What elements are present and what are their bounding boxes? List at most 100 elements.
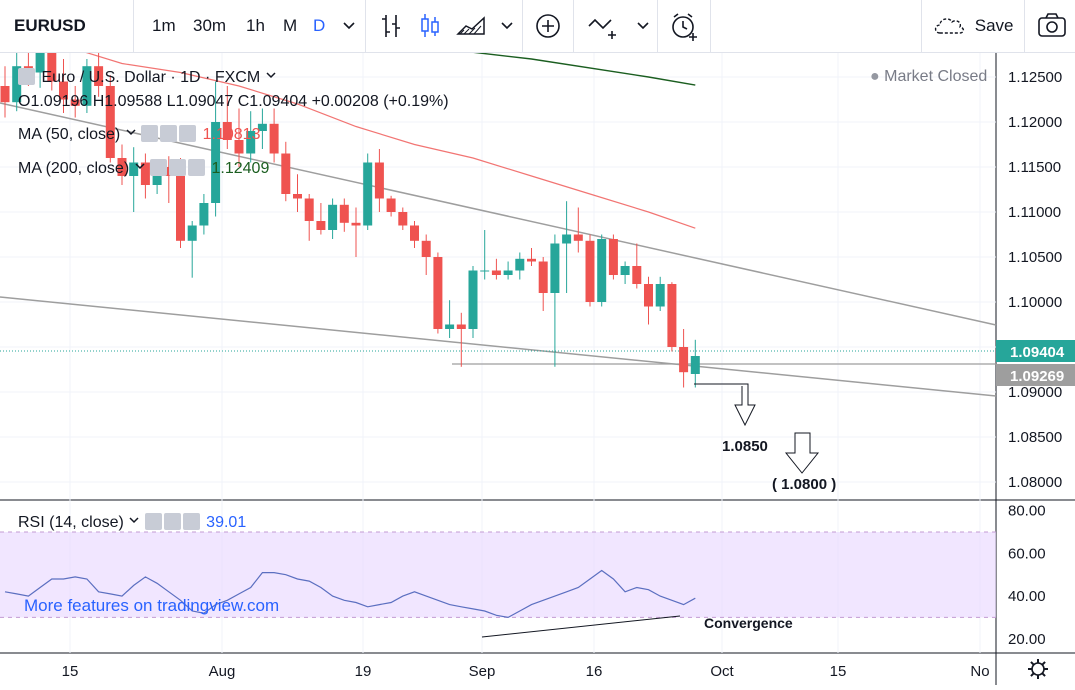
ohlc-values: O1.09196 H1.09588 L1.09047 C1.09404 +0.0… [18, 93, 449, 110]
candles-icon [421, 14, 439, 37]
chevron-down-icon[interactable] [134, 161, 146, 173]
price-tick-label: 1.10000 [1008, 294, 1062, 311]
candle-body [538, 261, 548, 293]
tradingview-link[interactable]: More features on tradingview.com [24, 596, 280, 615]
interval-1m[interactable]: 1m [152, 16, 176, 35]
chevron-down-icon[interactable] [125, 127, 137, 139]
candle-body [234, 140, 244, 154]
chevron-down-icon [501, 22, 513, 30]
ma200-value: 1.12409 [211, 160, 270, 177]
convergence-label: Convergence [704, 615, 793, 631]
chevron-down-icon[interactable] [128, 515, 140, 527]
price-tick-label: 1.09000 [1008, 384, 1062, 401]
ma50-label: MA (50, close) [18, 126, 121, 143]
candle-body [351, 222, 361, 226]
candle-body [597, 239, 607, 302]
toolbar-divider [573, 0, 574, 52]
candle-body [187, 225, 197, 241]
candle-body [374, 162, 384, 199]
chevron-down-icon [343, 22, 355, 30]
rsi-band [0, 532, 996, 618]
candle-body [679, 347, 689, 373]
candle-body [690, 356, 700, 374]
candle-body [47, 51, 57, 82]
close-icon[interactable] [188, 159, 206, 176]
rsi-tick-label: 60.00 [1008, 545, 1046, 562]
gear-icon[interactable] [1028, 659, 1048, 679]
ma50-value: 1.10813 [202, 126, 261, 143]
snapshot-button[interactable] [1037, 0, 1067, 52]
interval-dropdown[interactable] [342, 0, 356, 52]
candle-body [655, 284, 665, 307]
rsi-value: 39.01 [206, 514, 247, 531]
chart-style-dropdown[interactable] [500, 0, 514, 52]
price-tick-label: 1.08500 [1008, 429, 1062, 446]
price-chart[interactable]: 1.12500 1.12000 1.11500 1.11000 1.10500 1.100… [0, 31, 1075, 685]
ma50-line [4, 40, 696, 229]
close-icon[interactable] [179, 125, 197, 142]
chart-area[interactable]: 1.12500 1.12000 1.11500 1.11000 1.10500 1.100… [0, 31, 1075, 685]
bar-style-button[interactable] [380, 0, 402, 52]
candle-body [398, 212, 408, 226]
eye-icon[interactable] [144, 513, 162, 530]
candle-body [339, 204, 349, 223]
time-tick-label: Aug [209, 663, 236, 680]
chevron-down-icon[interactable] [265, 70, 277, 82]
candle-body [468, 270, 478, 329]
close-icon[interactable] [182, 513, 200, 530]
last-price-badge-text: 1.09404 [1010, 344, 1065, 361]
time-tick-label: Sep [469, 663, 496, 680]
convergence-line[interactable] [481, 615, 681, 638]
save-button[interactable]: Save [932, 0, 1013, 52]
rsi-tick-label: 20.00 [1008, 631, 1046, 648]
ma50-legend: MA (50, close) 1.10813 [18, 125, 260, 144]
alarm-clock-icon [672, 13, 697, 41]
eye-icon[interactable] [150, 159, 168, 176]
ma200-legend: MA (200, close) 1.12409 [18, 159, 269, 178]
candle-body [246, 131, 256, 154]
top-toolbar: EURUSD 1m 30m 1h M D Save [0, 0, 1075, 53]
alert-button[interactable] [669, 0, 699, 52]
rsi-line [4, 569, 696, 619]
level-price-badge [996, 364, 1075, 386]
symbol-search[interactable]: EURUSD [14, 16, 86, 35]
candle-body [316, 221, 326, 230]
plus-circle-icon [536, 14, 560, 38]
eye-icon[interactable] [141, 125, 159, 142]
time-tick-label: Oct [710, 663, 734, 680]
ma200-line [297, 31, 696, 86]
legend-toggle[interactable] [18, 68, 35, 85]
chevron-down-icon [637, 22, 649, 30]
toolbar-divider [921, 0, 922, 52]
last-price-badge [996, 340, 1075, 362]
bars-icon [382, 15, 400, 37]
candle-body [667, 284, 677, 347]
candles-button[interactable] [419, 0, 441, 52]
interval-1h[interactable]: 1h [246, 16, 265, 35]
candle-body [410, 225, 419, 241]
support-trendline[interactable] [0, 296, 997, 397]
area-style-button[interactable] [456, 0, 486, 52]
add-indicator-button[interactable] [535, 0, 561, 52]
candle-body [480, 270, 490, 272]
gear-icon[interactable] [163, 513, 181, 530]
candle-body [445, 324, 455, 329]
compare-dropdown[interactable] [636, 0, 650, 52]
candle-body [456, 324, 466, 329]
candle-body [129, 162, 139, 176]
ma200-label: MA (200, close) [18, 160, 130, 177]
candle-body [140, 162, 150, 185]
interval-m[interactable]: M [283, 16, 298, 35]
compare-button[interactable] [587, 0, 621, 52]
interval-30m[interactable]: 30m [193, 16, 227, 35]
interval-d[interactable]: D [313, 16, 326, 35]
target-label-1080: ( 1.0800 ) [772, 476, 836, 493]
gear-icon[interactable] [169, 159, 187, 176]
price-tick-label: 1.10500 [1008, 249, 1062, 266]
candle-body [199, 203, 209, 226]
projection-arrow [694, 383, 756, 427]
compare-icon [588, 18, 616, 39]
time-tick-label: No [970, 663, 989, 680]
gear-icon[interactable] [160, 125, 178, 142]
save-label: Save [974, 16, 1014, 35]
